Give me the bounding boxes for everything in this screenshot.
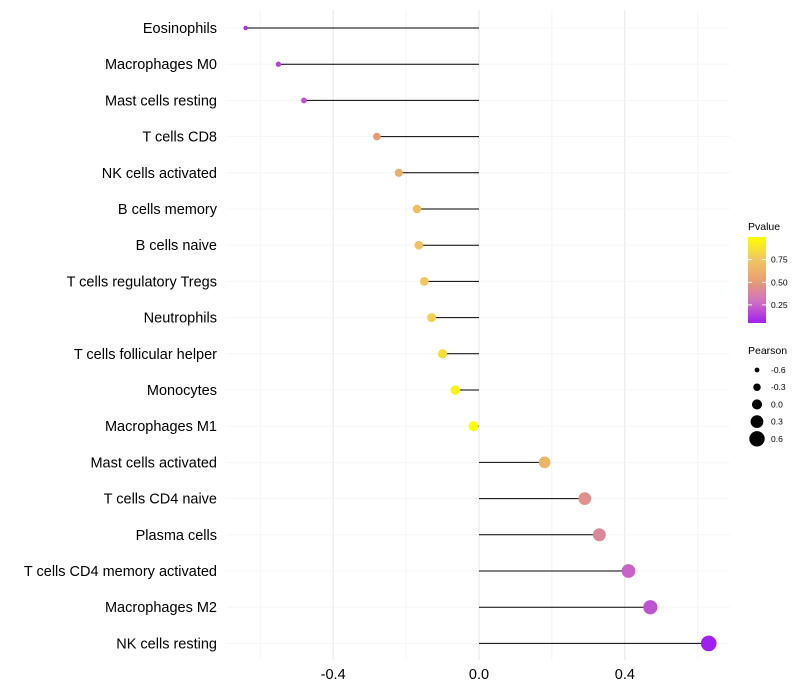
category-label: Eosinophils: [143, 21, 217, 37]
pearson-legend-dot: [751, 399, 763, 410]
category-label: Plasma cells: [136, 528, 217, 544]
pearson-legend-label: 0.6: [771, 434, 783, 444]
category-label: NK cells resting: [116, 636, 217, 652]
category-label: NK cells activated: [102, 166, 217, 182]
x-axis-ticks: -0.4 0.0 0.4: [321, 667, 635, 683]
pearson-legend-dot: [749, 431, 765, 447]
lollipop-dot: [700, 635, 717, 652]
pearson-legend: Pearson -0.6 -0.3 0.0 0.3 0.6: [748, 345, 787, 447]
lollipop-dot: [578, 492, 592, 505]
category-label: T cells CD4 naive: [104, 492, 217, 508]
pvalue-legend-label: 0.50: [771, 277, 788, 287]
lollipop-dot: [412, 204, 422, 214]
lollipop-dot: [419, 277, 429, 286]
pearson-legend-dot: [754, 367, 760, 373]
lollipop-dot: [592, 528, 606, 542]
x-tick-label: 0.0: [469, 667, 489, 683]
lollipop-dot: [538, 456, 551, 469]
lollipop-dot: [275, 61, 282, 67]
lollipop-dot: [243, 25, 248, 31]
lollipop-dots: [243, 25, 717, 652]
lollipop-dot: [468, 421, 479, 432]
lollipop-dot: [450, 385, 461, 395]
lollipop-dot: [437, 349, 448, 359]
pearson-legend-label: -0.6: [771, 365, 786, 375]
lollipop-dot: [301, 97, 307, 104]
pearson-legend-label: -0.3: [771, 382, 786, 392]
pearson-legend-label: 0.0: [771, 399, 783, 409]
pearson-legend-dot: [750, 415, 764, 428]
category-label: T cells CD4 memory activated: [24, 564, 217, 580]
category-labels: Eosinophils Macrophages M0 Mast cells rest…: [24, 21, 218, 652]
lollipop-dot: [414, 240, 424, 250]
x-tick-label: -0.4: [321, 667, 346, 683]
category-label: B cells naive: [136, 238, 217, 254]
lollipop-dot: [621, 564, 636, 578]
category-label: T cells CD8: [142, 130, 217, 146]
category-label: T cells regulatory Tregs: [67, 274, 217, 290]
pearson-legend-dot: [753, 383, 761, 391]
pvalue-legend-title: Pvalue: [748, 221, 780, 233]
lollipop-dot: [643, 600, 658, 615]
x-tick-label: 0.4: [615, 667, 635, 683]
category-label: Mast cells activated: [90, 455, 217, 471]
pvalue-legend-label: 0.75: [771, 255, 788, 265]
pvalue-colorbar: [748, 237, 766, 323]
category-label: Macrophages M2: [105, 600, 217, 616]
pvalue-legend: Pvalue 0.75 0.50 0.25: [748, 221, 788, 323]
lollipop-dot: [427, 313, 437, 323]
category-label: T cells follicular helper: [74, 347, 217, 363]
lollipop-dot: [373, 132, 381, 141]
category-label: B cells memory: [118, 202, 218, 218]
category-label: Macrophages M1: [105, 419, 217, 435]
category-label: Monocytes: [147, 383, 217, 399]
lollipop-stems: [245, 27, 709, 644]
lollipop-dot: [394, 168, 403, 177]
category-label: Neutrophils: [144, 311, 217, 327]
pearson-legend-title: Pearson: [748, 345, 787, 357]
pearson-legend-label: 0.3: [771, 417, 783, 427]
pvalue-legend-label: 0.25: [771, 300, 788, 310]
grid-lines: [226, 10, 730, 660]
category-label: Macrophages M0: [105, 57, 217, 73]
category-label: Mast cells resting: [105, 93, 217, 109]
